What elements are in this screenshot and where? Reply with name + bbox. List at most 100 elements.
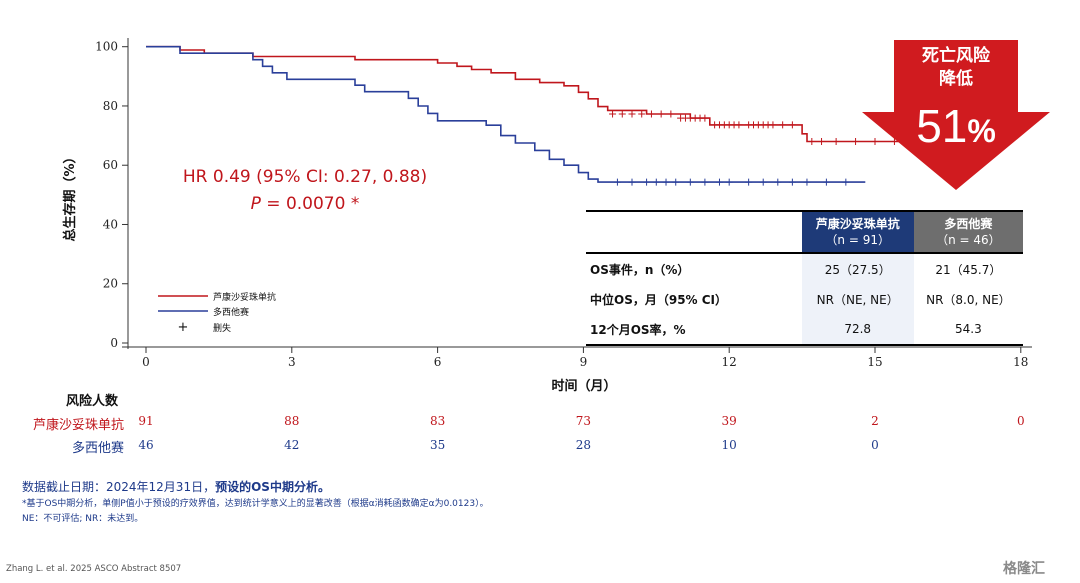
row-arm1-value: 72.8 (801, 314, 914, 345)
row-arm2-value: NR（8.0, NE） (926, 292, 1011, 307)
x-tick-label: 9 (580, 355, 588, 369)
risk-count: 73 (575, 414, 592, 428)
os-summary-table: 芦康沙妥珠单抗 （n = 91） 多西他赛 （n = 46） OS事件，n（%） 2… (586, 210, 1023, 346)
censor-mark (769, 121, 777, 129)
y-tick-label: 100 (95, 40, 118, 54)
hazard-ratio-text: HR 0.49 (95% CI: 0.27, 0.88) (183, 167, 427, 187)
y-axis-label: 总生存期（%） (62, 150, 78, 241)
x-tick-label: 12 (722, 355, 737, 369)
row-label: 中位OS，月（95% CI） (590, 292, 728, 307)
arm1-name: 芦康沙妥珠单抗 (815, 217, 900, 231)
table-header-empty (586, 211, 802, 253)
censor-mark (672, 178, 680, 186)
legend-label-arm1: 芦康沙妥珠单抗 (213, 291, 276, 303)
y-tick-label: 20 (103, 277, 118, 291)
risk-count: 0 (871, 438, 879, 452)
risk-count: 83 (429, 414, 446, 428)
legend: 芦康沙妥珠单抗 多西他赛 + 删失 (158, 291, 276, 335)
censor-mark (725, 178, 733, 186)
x-tick-label: 3 (288, 355, 296, 369)
risk-count: 91 (138, 414, 154, 428)
censor-mark (735, 121, 743, 129)
censor-mark (788, 121, 796, 129)
footnote: *基于OS中期分析，单侧P值小于预设的疗效界值，达到统计学意义上的显著改善（根据… (22, 499, 489, 509)
badge-line1: 死亡风险 (922, 46, 990, 66)
x-tick-label: 0 (142, 355, 150, 369)
censor-mark (818, 138, 826, 146)
table-row: 中位OS，月（95% CI） NR（NE, NE） NR（8.0, NE） (586, 284, 1023, 314)
censor-mark (657, 110, 665, 118)
km-chart: 0 3 6 9 12 15 18 0 20 40 60 80 100 总生存期（%） 时间（月） HR … (62, 38, 1032, 394)
risk-count: 39 (721, 414, 737, 428)
table-header-arm2: 多西他赛 （n = 46） (913, 211, 1023, 253)
censor-mark (715, 178, 723, 186)
risk-count: 0 (1016, 414, 1025, 428)
censor-mark (788, 178, 796, 186)
row-arm1-value: NR（NE, NE） (801, 284, 914, 314)
x-tick-label: 15 (867, 355, 882, 369)
censor-mark (808, 138, 816, 146)
survival-curves (146, 45, 934, 186)
censor-mark (759, 178, 767, 186)
table-header-arm1: 芦康沙妥珠单抗 （n = 91） (801, 211, 914, 253)
legend-label-censor: 删失 (213, 322, 231, 334)
axes: 0 3 6 9 12 15 18 0 20 40 60 80 100 (95, 38, 1032, 369)
censor-mark (667, 110, 675, 118)
arm2-n: （n = 46） (936, 233, 1001, 247)
censor-mark (779, 121, 787, 129)
censor-mark (890, 138, 898, 146)
table-header-row: 芦康沙妥珠单抗 （n = 91） 多西他赛 （n = 46） (586, 211, 1023, 253)
censor-mark (871, 138, 879, 146)
badge-value: 51% (862, 98, 1050, 159)
p-value-text: P = 0.0070 * (251, 194, 360, 214)
y-tick-label: 0 (110, 336, 118, 350)
censor-mark (745, 178, 753, 186)
risk-count: 2 (871, 414, 879, 428)
table-row: 12个月OS率，% 72.8 54.3 (586, 314, 1023, 345)
censor-mark (832, 138, 840, 146)
risk-count: 46 (138, 438, 154, 452)
legend-censor-mark: + (178, 320, 189, 335)
censor-mark (774, 178, 782, 186)
p-value: = 0.0070 * (261, 194, 359, 214)
risk-count: 10 (721, 438, 737, 452)
risk-table-title: 风险人数 (66, 394, 119, 409)
risk-count: 28 (575, 438, 592, 452)
row-arm1-value: 25（27.5） (801, 253, 914, 284)
censor-mark (842, 178, 850, 186)
censor-mark (822, 178, 830, 186)
censor-mark (647, 110, 655, 118)
x-axis-label: 时间（月） (551, 378, 616, 394)
arm1-n: （n = 91） (825, 233, 890, 247)
risk-count: 42 (284, 438, 300, 452)
cutoff-text: 数据截止日期：2024年12月31日， (22, 480, 216, 494)
censor-mark (618, 110, 626, 118)
censor-mark (686, 178, 694, 186)
table-row: OS事件，n（%） 25（27.5） 21（45.7） (586, 253, 1023, 284)
watermark-logo: 格隆汇 (1003, 561, 1045, 577)
censor-mark (803, 178, 811, 186)
risk-row-name-arm1: 芦康沙妥珠单抗 (32, 418, 124, 433)
censor-mark (643, 178, 651, 186)
x-tick-label: 6 (434, 355, 442, 369)
risk-row-name-arm2: 多西他赛 (71, 441, 124, 456)
x-tick-label: 18 (1013, 355, 1028, 369)
row-arm2-value: 54.3 (955, 322, 982, 336)
row-label: OS事件，n（%） (590, 262, 690, 277)
y-tick-label: 80 (103, 99, 118, 113)
row-label: 12个月OS率，% (590, 322, 686, 337)
source-citation: Zhang L. et al. 2025 ASCO Abstract 8507 (6, 564, 182, 574)
badge-line2: 降低 (939, 69, 973, 89)
badge-number: 51 (916, 100, 968, 152)
censor-mark (701, 114, 709, 122)
censor-mark (701, 178, 709, 186)
risk-count: 35 (429, 438, 446, 452)
risk-reduction-badge: 死亡风险 降低 51% (862, 40, 1050, 190)
cutoff-bold-text: 预设的OS中期分析。 (215, 480, 330, 494)
km-curve-arm1 (146, 45, 934, 143)
badge-unit: % (967, 113, 996, 149)
arm2-name: 多西他赛 (944, 217, 993, 231)
y-tick-label: 60 (103, 158, 118, 172)
risk-count: 88 (284, 414, 300, 428)
p-italic: P (251, 194, 262, 214)
